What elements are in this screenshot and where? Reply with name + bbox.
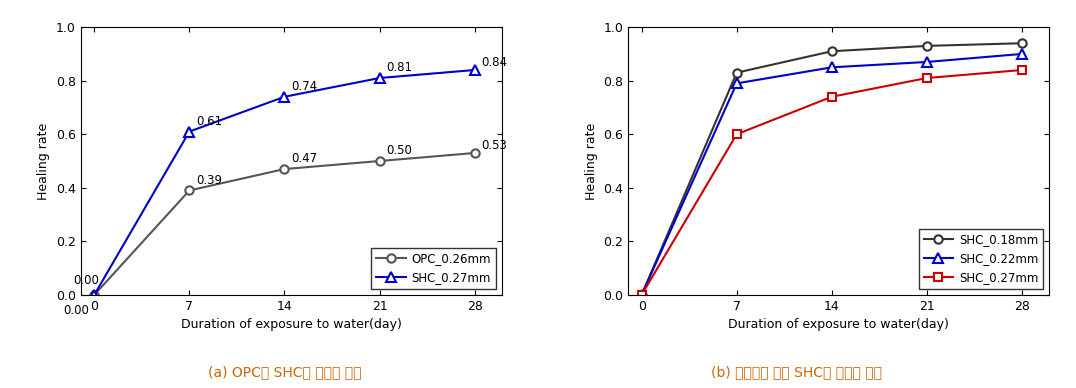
X-axis label: Duration of exposure to water(day): Duration of exposure to water(day) bbox=[181, 318, 401, 331]
SHC_0.22mm bbox=[635, 293, 648, 297]
OPC_0.26mm bbox=[88, 293, 101, 297]
SHC_0.27mm bbox=[1016, 68, 1029, 72]
SHC_0.18mm bbox=[731, 70, 744, 75]
Text: 0.00: 0.00 bbox=[63, 304, 89, 317]
OPC_0.26mm bbox=[468, 151, 481, 155]
Text: 0.00: 0.00 bbox=[73, 274, 99, 287]
Y-axis label: Healing rate: Healing rate bbox=[38, 122, 51, 200]
Text: 0.39: 0.39 bbox=[196, 173, 223, 187]
Text: (a) OPC와 SHC의 치유율 비교: (a) OPC와 SHC의 치유율 비교 bbox=[209, 365, 362, 379]
OPC_0.26mm bbox=[183, 188, 196, 193]
Line: OPC_0.26mm: OPC_0.26mm bbox=[90, 149, 479, 299]
Text: (b) 균열폭에 따른 SHC의 치유율 비교: (b) 균열폭에 따른 SHC의 치유율 비교 bbox=[711, 365, 881, 379]
SHC_0.18mm bbox=[920, 43, 933, 48]
Legend: OPC_0.26mm, SHC_0.27mm: OPC_0.26mm, SHC_0.27mm bbox=[371, 248, 496, 289]
SHC_0.27mm bbox=[920, 76, 933, 80]
SHC_0.27mm bbox=[88, 293, 101, 297]
SHC_0.22mm bbox=[731, 81, 744, 86]
SHC_0.27mm bbox=[468, 68, 481, 72]
Text: 0.81: 0.81 bbox=[386, 61, 412, 74]
Text: 0.61: 0.61 bbox=[196, 114, 223, 128]
Text: 0.50: 0.50 bbox=[386, 144, 412, 157]
Text: 0.53: 0.53 bbox=[482, 139, 508, 152]
Text: 0.74: 0.74 bbox=[292, 80, 317, 93]
SHC_0.22mm bbox=[920, 60, 933, 64]
SHC_0.18mm bbox=[635, 293, 648, 297]
SHC_0.27mm bbox=[278, 94, 291, 99]
SHC_0.18mm bbox=[1016, 41, 1029, 45]
SHC_0.27mm bbox=[373, 76, 386, 80]
SHC_0.22mm bbox=[1016, 52, 1029, 56]
SHC_0.27mm bbox=[635, 293, 648, 297]
Line: SHC_0.27mm: SHC_0.27mm bbox=[637, 66, 1027, 299]
Text: 0.47: 0.47 bbox=[292, 152, 317, 165]
Text: 0.84: 0.84 bbox=[482, 56, 508, 69]
SHC_0.27mm bbox=[183, 129, 196, 134]
Line: SHC_0.22mm: SHC_0.22mm bbox=[637, 49, 1027, 300]
SHC_0.27mm bbox=[825, 94, 838, 99]
OPC_0.26mm bbox=[373, 159, 386, 163]
X-axis label: Duration of exposure to water(day): Duration of exposure to water(day) bbox=[728, 318, 949, 331]
Line: SHC_0.27mm: SHC_0.27mm bbox=[89, 65, 480, 300]
Y-axis label: Healing rate: Healing rate bbox=[584, 122, 597, 200]
Line: SHC_0.18mm: SHC_0.18mm bbox=[637, 39, 1027, 299]
SHC_0.22mm bbox=[825, 65, 838, 70]
Legend: SHC_0.18mm, SHC_0.22mm, SHC_0.27mm: SHC_0.18mm, SHC_0.22mm, SHC_0.27mm bbox=[919, 229, 1044, 289]
SHC_0.18mm bbox=[825, 49, 838, 54]
OPC_0.26mm bbox=[278, 167, 291, 171]
SHC_0.27mm bbox=[731, 132, 744, 137]
